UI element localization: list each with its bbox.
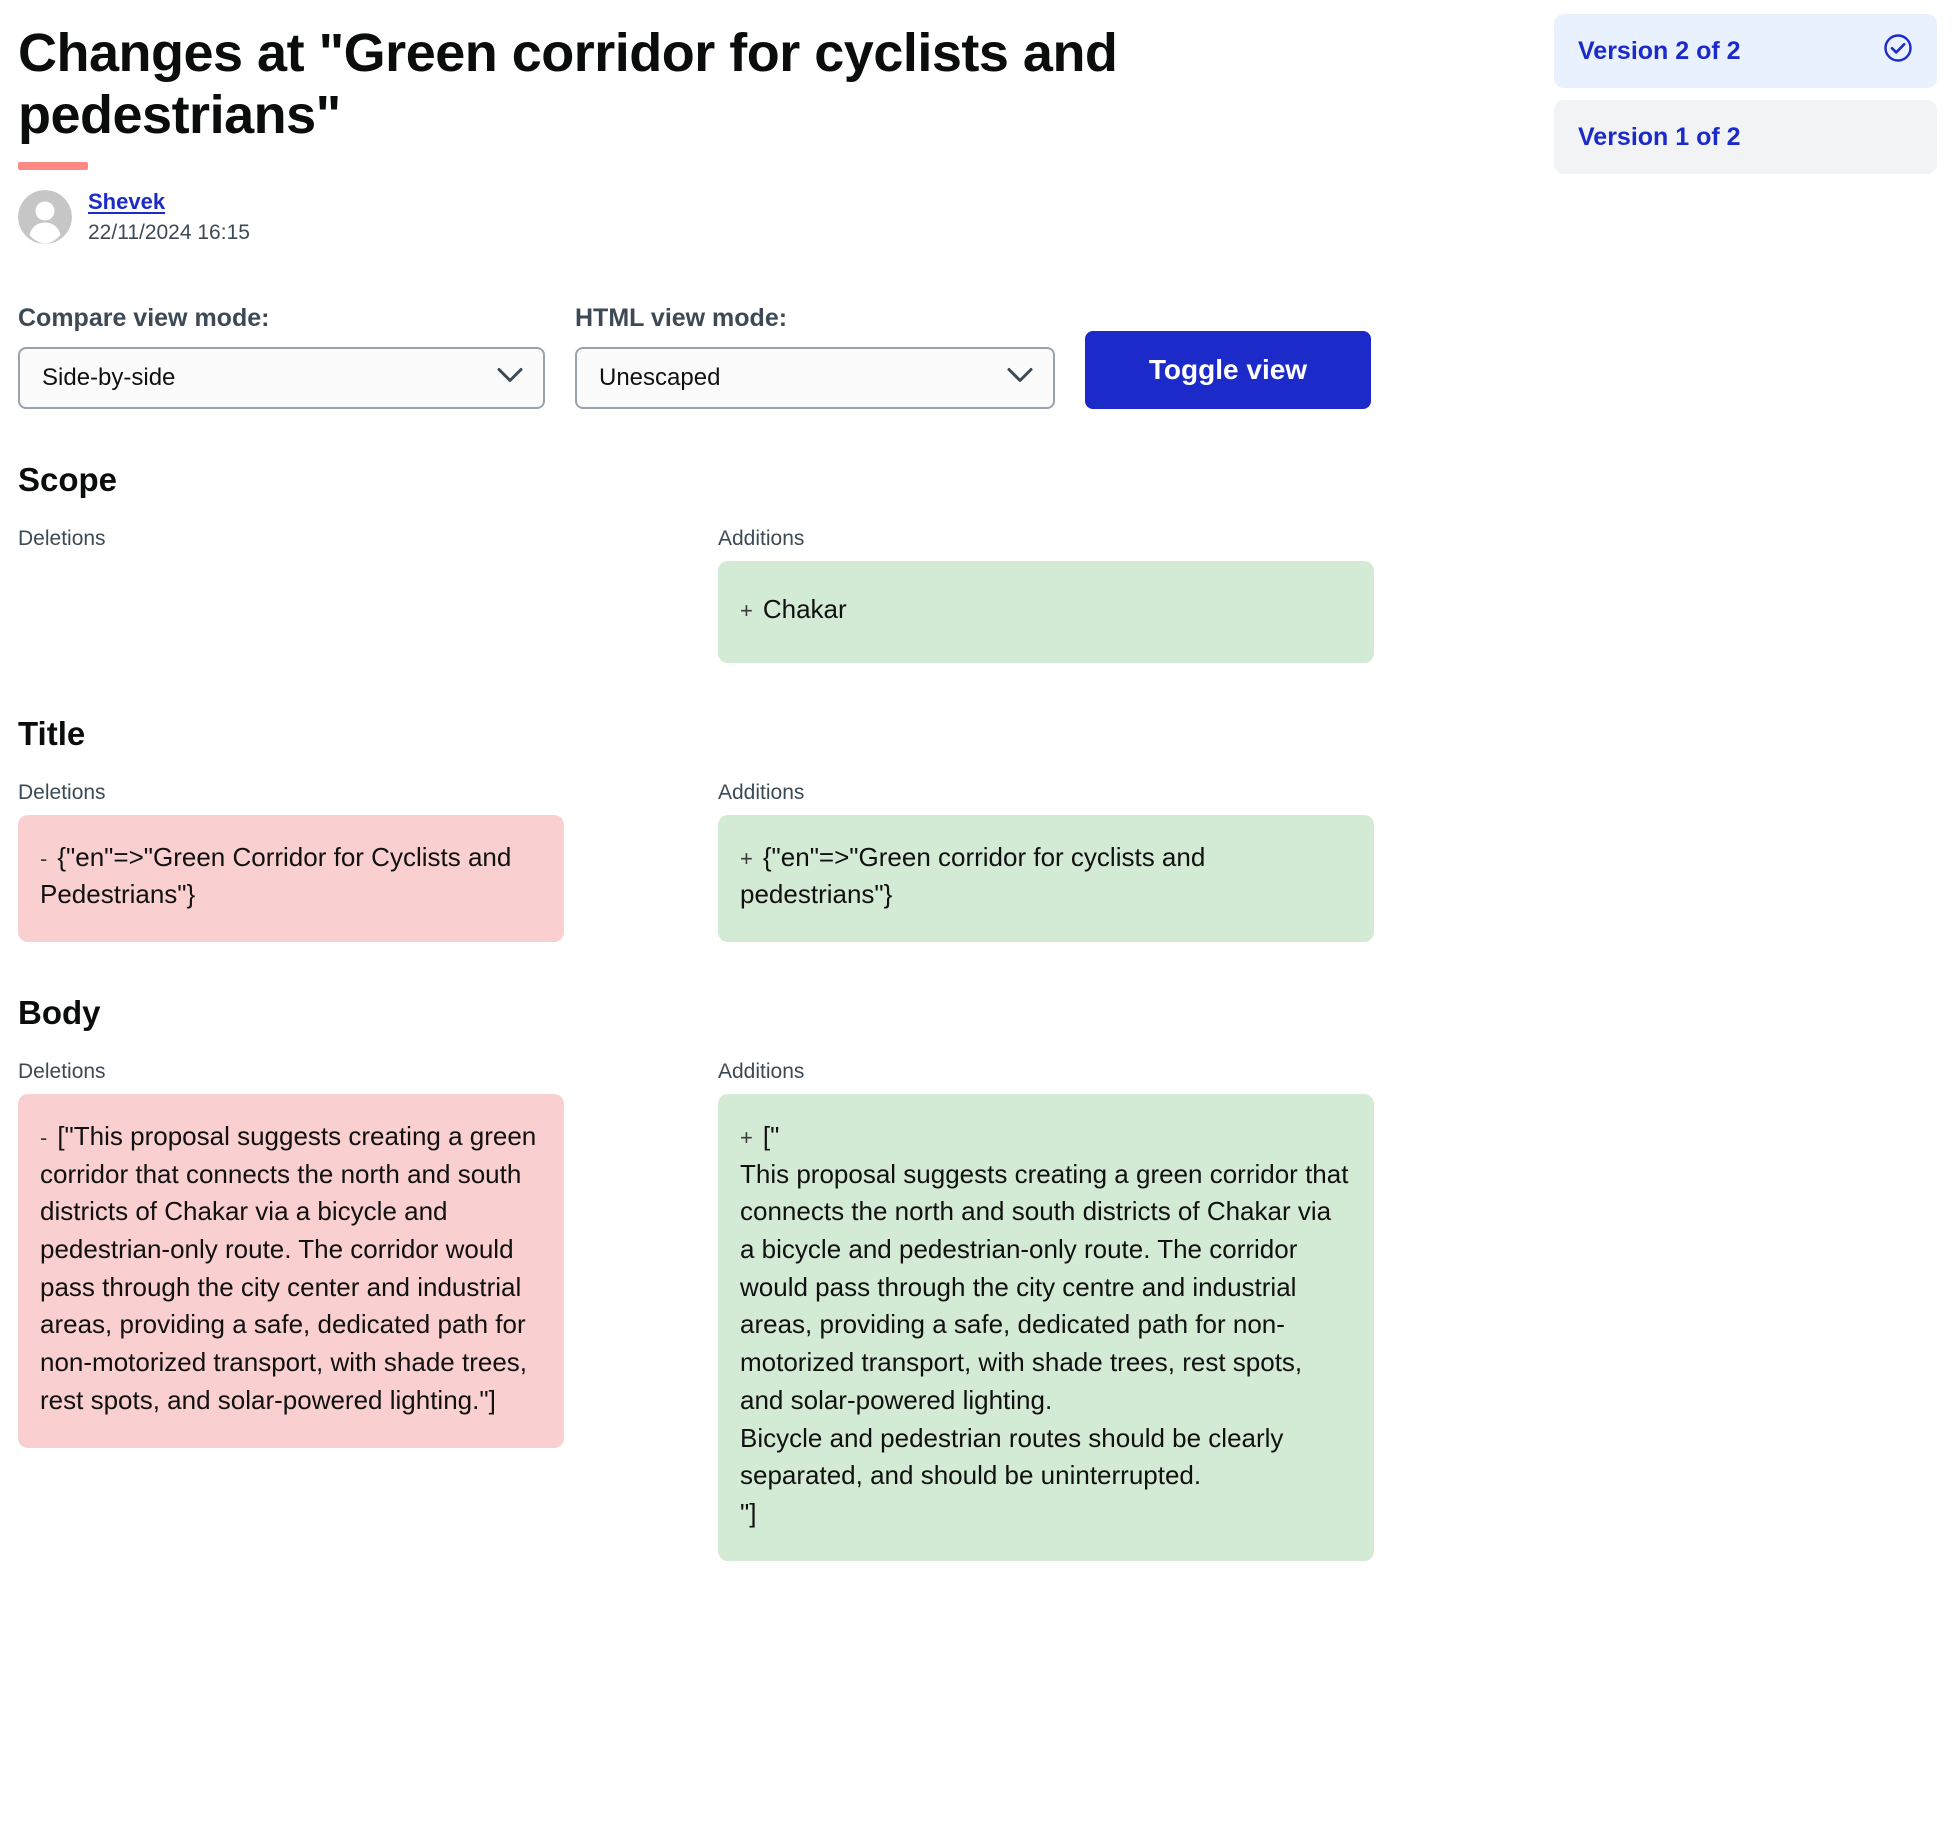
html-view-mode-group: HTML view mode: Unescaped [575, 304, 1055, 409]
diff-columns: Deletions - ["This proposal suggests crea… [18, 1060, 1418, 1561]
deletions-label: Deletions [18, 1060, 106, 1083]
deletion-text: {"en"=>"Green Corridor for Cyclists and … [40, 841, 519, 910]
diff-columns: Deletions Additions + Chakar [18, 527, 1418, 663]
circle-check-icon [1883, 33, 1913, 70]
additions-column: Additions + Chakar [718, 527, 1418, 663]
main-content: Changes at "Green corridor for cyclists … [18, 0, 1418, 1561]
additions-label: Additions [718, 1060, 805, 1083]
addition-text: [" This proposal suggests creating a gre… [740, 1121, 1349, 1528]
addition-text: Chakar [762, 593, 847, 624]
versions-panel: Version 2 of 2 Version 1 of 2 [1554, 14, 1937, 174]
compare-view-mode-label: Compare view mode: [18, 303, 270, 332]
toggle-view-button[interactable]: Toggle view [1085, 330, 1371, 409]
page-title: Changes at "Green corridor for cyclists … [18, 23, 1118, 146]
deletion-text: ["This proposal suggests creating a gree… [40, 1121, 544, 1415]
deletion-marker: - [40, 845, 48, 871]
author-link[interactable]: Shevek [88, 189, 166, 215]
version-item-1[interactable]: Version 1 of 2 [1554, 100, 1937, 174]
title-underline-rule [18, 162, 88, 171]
addition-marker: + [740, 597, 753, 623]
compare-view-mode-select-wrap: Side-by-side [18, 346, 545, 409]
version-item-label: Version 2 of 2 [1578, 36, 1741, 65]
deletions-label: Deletions [18, 526, 106, 550]
deletions-column: Deletions - ["This proposal suggests crea… [18, 1060, 718, 1448]
version-item-label: Version 1 of 2 [1578, 122, 1741, 151]
author-meta: Shevek 22/11/2024 16:15 [88, 188, 250, 246]
addition-box: + [" This proposal suggests creating a gr… [718, 1094, 1374, 1561]
addition-box: + Chakar [718, 560, 1374, 663]
html-view-mode-label: HTML view mode: [575, 303, 788, 332]
additions-label: Additions [718, 780, 805, 804]
section-title: Title Deletions - {"en"=>"Green Corridor … [18, 715, 1418, 942]
deletion-marker: - [40, 1125, 48, 1150]
user-avatar-icon [18, 190, 72, 245]
addition-marker: + [740, 845, 753, 871]
change-timestamp: 22/11/2024 16:15 [88, 220, 250, 244]
compare-view-mode-group: Compare view mode: Side-by-side [18, 304, 545, 409]
html-view-mode-select[interactable]: Unescaped [575, 346, 1055, 409]
section-body: Body Deletions - ["This proposal suggests… [18, 994, 1418, 1561]
deletion-box: - ["This proposal suggests creating a gre… [18, 1094, 564, 1448]
compare-view-mode-select[interactable]: Side-by-side [18, 346, 545, 409]
additions-column: Additions + {"en"=>"Green corridor for cy… [718, 781, 1418, 942]
addition-box: + {"en"=>"Green corridor for cyclists and… [718, 814, 1374, 942]
section-heading: Title [18, 714, 86, 752]
version-item-2[interactable]: Version 2 of 2 [1554, 14, 1937, 88]
section-heading: Body [18, 994, 101, 1031]
html-view-mode-select-wrap: Unescaped [575, 346, 1055, 409]
deletions-column: Deletions - {"en"=>"Green Corridor for Cy… [18, 781, 718, 942]
deletions-label: Deletions [18, 780, 106, 804]
deletion-box: - {"en"=>"Green Corridor for Cyclists and… [18, 814, 564, 942]
diff-columns: Deletions - {"en"=>"Green Corridor for Cy… [18, 781, 1418, 942]
additions-label: Additions [718, 526, 805, 550]
section-heading: Scope [18, 460, 118, 498]
view-controls: Compare view mode: Side-by-side HTML vie… [18, 304, 1418, 409]
deletions-column: Deletions [18, 527, 718, 561]
addition-marker: + [740, 1125, 753, 1150]
additions-column: Additions + [" This proposal suggests cre… [718, 1060, 1418, 1561]
addition-text: {"en"=>"Green corridor for cyclists and … [740, 841, 1213, 910]
section-scope: Scope Deletions Additions + Chakar [18, 461, 1418, 663]
author-row: Shevek 22/11/2024 16:15 [18, 188, 1418, 246]
